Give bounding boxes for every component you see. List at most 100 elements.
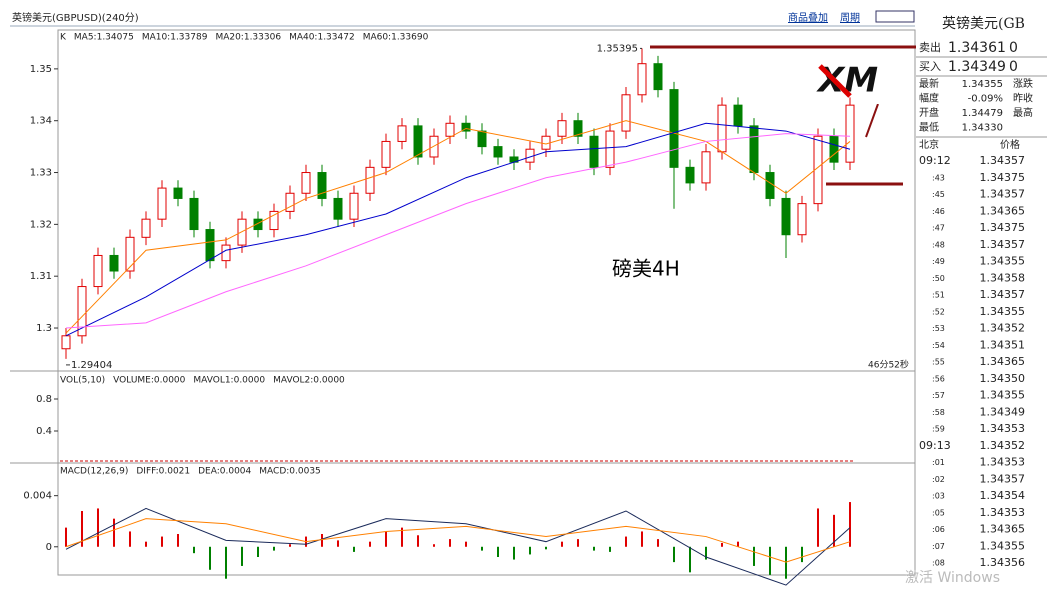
candle-body — [173, 187, 183, 199]
tick-price: 1.34355 — [980, 255, 1026, 268]
candle-body — [61, 335, 71, 350]
candle-body — [77, 286, 87, 337]
window-title: 英镑美元(GBPUSD)(240分) — [12, 11, 139, 24]
tick-price: 1.34357 — [980, 238, 1026, 251]
tick-price: 1.34352 — [980, 322, 1026, 335]
tick-time: :47 — [932, 224, 945, 233]
period-link[interactable]: 周期 — [840, 12, 860, 24]
tick-price: 1.34375 — [980, 171, 1026, 184]
macd-line — [65, 507, 851, 586]
quote-panel — [916, 8, 1047, 594]
high-marker: 1.35395 — [597, 43, 638, 54]
candle-body — [253, 218, 263, 231]
quote-row-value: 1.34479 — [962, 108, 1003, 119]
tick-price: 1.34357 — [980, 154, 1026, 167]
candle-body — [669, 89, 679, 168]
tick-time: :49 — [932, 257, 945, 266]
y-tick-label: 0.8 — [36, 394, 52, 405]
tick-price: 1.34351 — [980, 338, 1026, 351]
candle-body — [445, 122, 455, 137]
tick-time: :59 — [932, 425, 945, 434]
ticks-header: 北京 — [919, 138, 939, 151]
candle-body — [477, 130, 487, 148]
quote-row-value: 1.34355 — [962, 79, 1003, 90]
candle-body — [749, 125, 759, 174]
candle-body — [829, 135, 839, 163]
candle-body — [189, 197, 199, 231]
tick-price: 1.34365 — [980, 204, 1026, 217]
tick-price: 1.34353 — [980, 506, 1026, 519]
candle-body — [333, 197, 343, 220]
tick-price: 1.34357 — [980, 188, 1026, 201]
candle-body — [109, 254, 119, 272]
quote-row-value: 1.34330 — [962, 123, 1003, 134]
candle-body — [461, 122, 471, 132]
overlay-link[interactable]: 商品叠加 — [788, 11, 828, 24]
candle-body — [301, 172, 311, 194]
tick-time: :43 — [932, 173, 945, 182]
low-marker: 1.29404 — [71, 360, 112, 371]
candle-body — [285, 192, 295, 212]
macd-line — [65, 518, 851, 563]
quote-row-label: 幅度 — [919, 92, 939, 105]
y-tick-label: 0 — [46, 542, 52, 553]
candle-body — [781, 197, 791, 236]
tick-price: 1.34365 — [980, 523, 1026, 536]
annotation-line — [865, 103, 879, 138]
tick-time: :58 — [932, 408, 945, 417]
y-tick-label: 1.35 — [30, 64, 52, 75]
tick-time: :05 — [932, 508, 945, 517]
indicator-label: DIFF:0.0021 — [136, 467, 190, 477]
candle-body — [93, 254, 103, 288]
tick-price: 1.34365 — [980, 355, 1026, 368]
quote-row-label: 最高 — [1013, 106, 1033, 119]
candle-body — [733, 104, 743, 127]
tick-time: :52 — [932, 307, 945, 316]
quote-price: 1.34361 — [948, 40, 1006, 56]
tick-time: :01 — [932, 458, 945, 467]
candle-body — [557, 120, 567, 137]
quote-row-value: -0.09% — [968, 94, 1003, 105]
indicator-label: MACD:0.0035 — [259, 467, 321, 477]
candle-body — [365, 166, 375, 194]
candle-body — [637, 63, 647, 96]
indicator-label: K — [60, 33, 67, 43]
countdown: 46分52秒 — [868, 359, 909, 371]
indicator-label: MA10:1.33789 — [142, 33, 208, 43]
ma-line — [65, 133, 851, 329]
candle-body — [765, 172, 775, 199]
tick-price: 1.34355 — [980, 389, 1026, 402]
tick-price: 1.34356 — [980, 556, 1026, 569]
tick-time: :02 — [932, 475, 945, 484]
ma-line — [65, 120, 851, 334]
tick-price: 1.34357 — [980, 288, 1026, 301]
plot-frame — [57, 29, 916, 576]
y-tick-label: 0.004 — [23, 491, 52, 502]
quote-row-label: 涨跌 — [1013, 77, 1033, 90]
indicator-label: MACD(12,26,9) — [60, 467, 128, 477]
tick-price: 1.34375 — [980, 221, 1026, 234]
candle-body — [573, 120, 583, 137]
quote-price: 1.34349 — [948, 59, 1006, 75]
candle-body — [205, 229, 215, 262]
nav-buttons[interactable] — [875, 10, 915, 23]
watermark: 激活 Windows — [905, 569, 1000, 586]
tick-price: 1.34357 — [980, 472, 1026, 485]
candle-body — [621, 94, 631, 132]
indicator-label: MA40:1.33472 — [289, 33, 355, 43]
tick-time: :54 — [932, 341, 945, 350]
tick-price: 1.34355 — [980, 539, 1026, 552]
tick-time: :50 — [932, 274, 945, 283]
tick-price: 1.34353 — [980, 456, 1026, 469]
candle-body — [845, 104, 855, 163]
candle-body — [269, 210, 279, 231]
tick-time: :46 — [932, 207, 945, 216]
tick-time: :48 — [932, 240, 945, 249]
indicator-label: VOL(5,10) — [60, 376, 105, 386]
tick-time: 09:13 — [919, 439, 951, 452]
candle-body — [141, 218, 151, 238]
tick-price: 1.34354 — [980, 489, 1026, 502]
quote-label: 买入 — [919, 60, 941, 73]
y-tick-label: 1.32 — [30, 219, 52, 230]
